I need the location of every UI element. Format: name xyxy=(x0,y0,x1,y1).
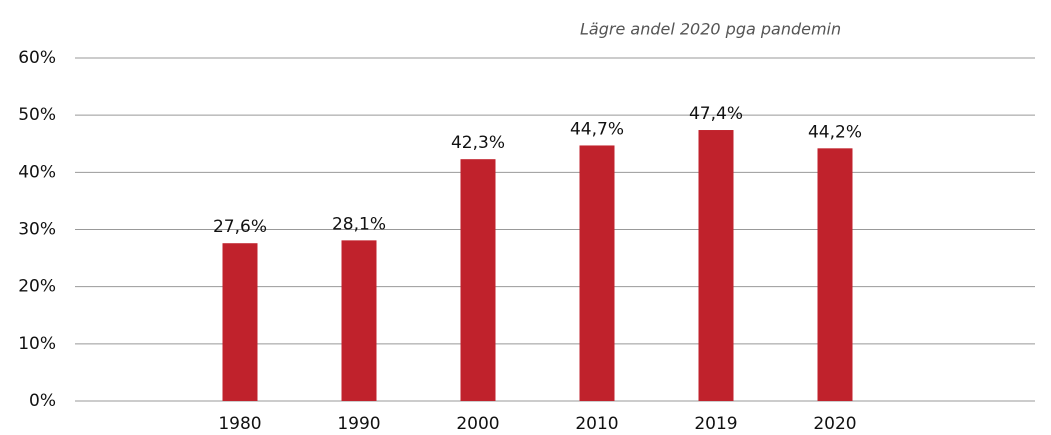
bar xyxy=(341,240,377,401)
value-label: 42,3% xyxy=(451,133,505,153)
y-tick-label: 30% xyxy=(18,220,56,240)
x-tick-label: 2010 xyxy=(575,414,618,434)
x-tick-label: 1990 xyxy=(337,414,380,434)
annotation: Lägre andel 2020 pga pandemin xyxy=(580,20,841,39)
x-tick-label: 2000 xyxy=(456,414,499,434)
y-tick-label: 0% xyxy=(29,391,56,411)
x-tick-label: 2020 xyxy=(813,414,856,434)
y-tick-label: 60% xyxy=(18,48,56,68)
value-label: 27,6% xyxy=(213,217,267,237)
value-label: 44,2% xyxy=(808,122,862,142)
value-label: 47,4% xyxy=(689,104,743,124)
bar xyxy=(698,130,734,401)
y-tick-label: 50% xyxy=(18,105,56,125)
value-label: 28,1% xyxy=(332,214,386,234)
bar xyxy=(579,145,615,401)
x-tick-label: 2019 xyxy=(694,414,737,434)
bar xyxy=(222,243,258,401)
bar xyxy=(817,148,853,401)
bar xyxy=(460,159,496,401)
x-tick-label: 1980 xyxy=(218,414,261,434)
y-tick-label: 40% xyxy=(18,162,56,182)
value-label: 44,7% xyxy=(570,119,624,139)
y-tick-label: 10% xyxy=(18,334,56,354)
y-tick-label: 20% xyxy=(18,277,56,297)
